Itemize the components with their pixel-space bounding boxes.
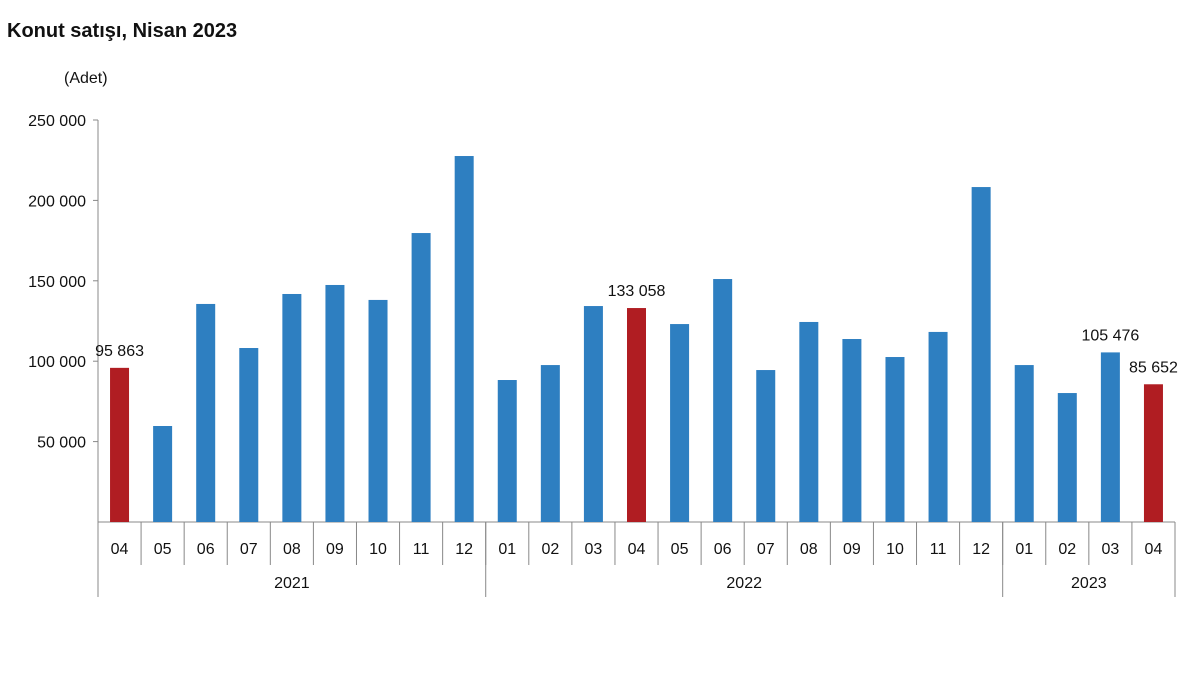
x-tick-label: 01 <box>498 541 516 558</box>
bar <box>454 156 474 522</box>
bar <box>885 357 905 522</box>
x-tick-label: 06 <box>714 541 732 558</box>
bar <box>670 324 690 522</box>
data-label: 133 058 <box>608 283 666 300</box>
y-tick-label: 100 000 <box>28 354 86 371</box>
x-tick-label: 02 <box>1058 541 1076 558</box>
chart-title: Konut satışı, Nisan 2023 <box>7 20 238 42</box>
bar <box>928 331 948 522</box>
bar <box>799 321 819 522</box>
bar <box>756 370 776 522</box>
x-tick-label: 12 <box>455 541 473 558</box>
y-tick-label: 250 000 <box>28 113 86 130</box>
x-tick-label: 09 <box>843 541 861 558</box>
x-tick-label: 03 <box>1101 541 1119 558</box>
y-tick-label: 150 000 <box>28 274 86 291</box>
bar <box>842 339 862 522</box>
bar <box>411 233 431 522</box>
x-tick-label: 11 <box>930 541 947 558</box>
x-tick-label: 06 <box>197 541 215 558</box>
x-tick-label: 08 <box>283 541 301 558</box>
x-tick-label: 10 <box>886 541 904 558</box>
bar <box>282 293 302 522</box>
highlighted-bar <box>1143 384 1163 522</box>
y-axis-unit-label: (Adet) <box>64 70 108 87</box>
year-group-label: 2023 <box>1071 575 1107 592</box>
x-tick-label: 08 <box>800 541 818 558</box>
data-label: 95 863 <box>95 343 144 360</box>
x-tick-label: 07 <box>757 541 775 558</box>
y-tick-label: 50 000 <box>37 435 86 452</box>
bar <box>1057 393 1077 522</box>
x-tick-label: 02 <box>541 541 559 558</box>
x-tick-label: 04 <box>1145 541 1163 558</box>
bar <box>368 299 388 522</box>
data-label: 85 652 <box>1129 359 1178 376</box>
x-tick-label: 01 <box>1015 541 1033 558</box>
data-label: 105 476 <box>1081 327 1139 344</box>
bar <box>153 426 173 522</box>
bar <box>239 348 259 522</box>
bar <box>325 284 345 522</box>
x-tick-label: 04 <box>111 541 129 558</box>
bar <box>583 306 603 522</box>
bar <box>196 303 216 522</box>
x-tick-label: 03 <box>585 541 603 558</box>
bar <box>540 365 560 522</box>
highlighted-bar <box>627 308 646 522</box>
x-tick-label: 07 <box>240 541 258 558</box>
bar <box>971 187 991 523</box>
x-tick-label: 05 <box>154 541 172 558</box>
bar <box>1014 365 1034 522</box>
x-tick-label: 12 <box>972 541 990 558</box>
x-tick-label: 04 <box>628 541 646 558</box>
y-tick-label: 200 000 <box>28 193 86 210</box>
bar <box>1100 352 1120 522</box>
x-tick-label: 05 <box>671 541 689 558</box>
x-tick-label: 11 <box>413 541 430 558</box>
year-group-label: 2021 <box>274 575 310 592</box>
bar <box>497 380 517 522</box>
bar <box>713 279 733 522</box>
x-tick-label: 09 <box>326 541 344 558</box>
year-group-label: 2022 <box>726 575 762 592</box>
x-tick-label: 10 <box>369 541 387 558</box>
highlighted-bar <box>110 367 130 522</box>
